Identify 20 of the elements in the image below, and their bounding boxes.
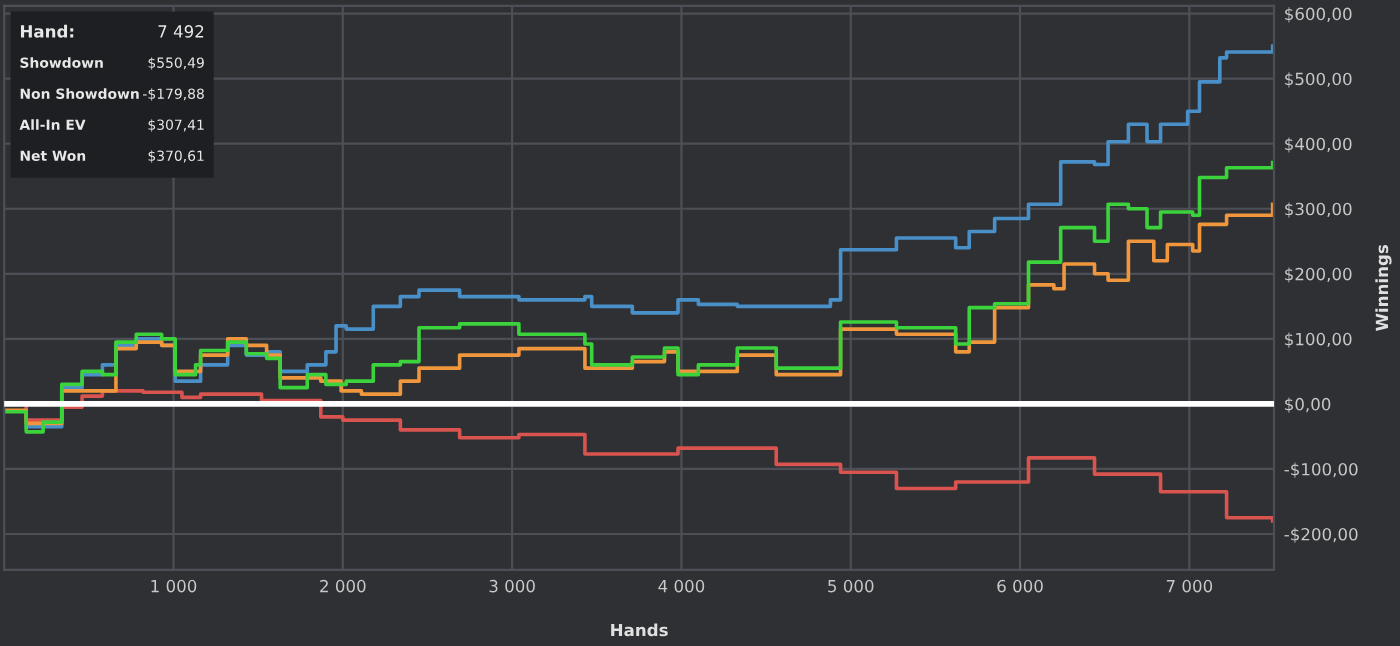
y-tick-label: $500,00 (1285, 72, 1352, 88)
y-tick-label: $600,00 (1285, 7, 1352, 23)
x-tick-label: 7 000 (1166, 579, 1213, 593)
x-tick-label: 2 000 (320, 579, 366, 593)
y-tick-label: -$200,00 (1284, 527, 1358, 543)
y-axis-title: Winnings (1375, 244, 1392, 331)
x-tick-label: 3 000 (489, 579, 535, 593)
x-tick-label: 1 000 (151, 579, 197, 593)
x-tick-label: 5 000 (828, 579, 874, 593)
y-tick-label: $300,00 (1285, 202, 1352, 218)
y-tick-label: $200,00 (1285, 267, 1352, 283)
y-tick-label: -$100,00 (1284, 462, 1358, 478)
y-tick-label: $100,00 (1285, 332, 1352, 348)
x-tick-label: 4 000 (658, 579, 705, 593)
x-axis-title: Hands (611, 623, 668, 637)
x-tick-label: 6 000 (997, 579, 1043, 593)
annotation: 7 492 (158, 25, 204, 38)
y-tick-label: $400,00 (1285, 137, 1352, 153)
annotation: Hand: (20, 24, 74, 38)
y-tick-label: $0,00 (1285, 397, 1331, 413)
